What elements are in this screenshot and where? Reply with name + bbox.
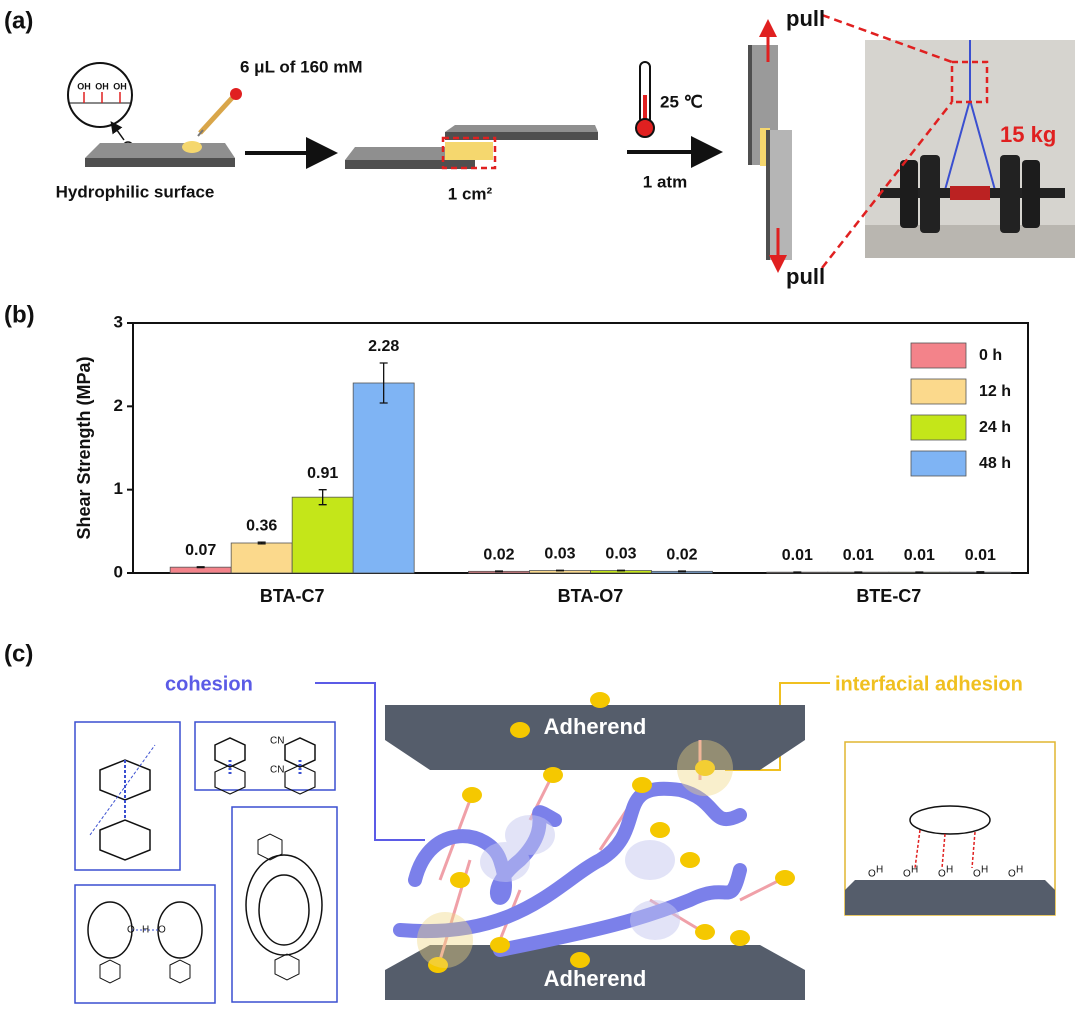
x-tick-label: BTA-O7 <box>558 586 624 606</box>
chem-label: O <box>903 869 911 880</box>
y-tick-label: 0 <box>114 562 123 581</box>
error-bar <box>556 569 564 572</box>
y-axis-title: Shear Strength (MPa) <box>74 356 94 539</box>
chem-label: O <box>973 869 981 880</box>
error-bar <box>318 489 327 506</box>
bar <box>291 496 354 574</box>
error-bar <box>976 571 985 574</box>
chem-label: O <box>1008 869 1016 880</box>
value-label: 0.02 <box>483 546 514 563</box>
temperature-label: 25 ℃ <box>660 92 703 111</box>
legend-swatch <box>910 378 967 405</box>
surface-schematic <box>67 19 792 273</box>
error-bar <box>678 570 686 573</box>
surface-label: Hydrophilic surface <box>56 182 215 201</box>
adhesion-schematic <box>74 682 1056 1004</box>
legend-swatch <box>910 342 967 369</box>
y-tick-label: 3 <box>114 312 123 331</box>
cohesion-label: cohesion <box>165 673 253 695</box>
chem-label: O <box>127 925 135 936</box>
value-label: 0.01 <box>782 547 813 564</box>
value-label: 0.07 <box>185 542 216 559</box>
oh-label: OH <box>113 81 127 91</box>
load-label: 15 kg <box>1000 122 1056 147</box>
legend-swatch <box>910 450 967 477</box>
bar <box>352 382 415 574</box>
y-tick-label: 1 <box>114 479 123 498</box>
error-bar <box>379 362 388 404</box>
pull-label: pull <box>786 264 825 289</box>
pull-label: pull <box>786 6 825 31</box>
legend-label: 48 h <box>979 455 1011 472</box>
adhesion-label: interfacial adhesion <box>835 673 1023 695</box>
value-label: 0.36 <box>246 517 277 534</box>
legend-label: 24 h <box>979 419 1011 436</box>
photo <box>821 13 1075 269</box>
oh-label: OH <box>77 81 91 91</box>
panel-label: (a) <box>4 7 33 34</box>
chem-label: H <box>142 925 149 936</box>
adherend-label: Adherend <box>544 966 647 991</box>
value-label: 2.28 <box>368 338 399 355</box>
oh-label: OH <box>95 81 109 91</box>
chem-label: O <box>868 869 876 880</box>
chem-label: H <box>946 865 953 876</box>
chem-label: CN <box>270 765 284 776</box>
x-tick-label: BTE-C7 <box>856 586 921 606</box>
value-label: 0.03 <box>605 545 636 562</box>
chem-label: H <box>1016 865 1023 876</box>
adherend-label: Adherend <box>544 714 647 739</box>
droplet-label: 6 μL of 160 mM <box>240 57 363 76</box>
chem-label: H <box>911 865 918 876</box>
y-tick-label: 2 <box>114 396 123 415</box>
x-tick-label: BTA-C7 <box>260 586 325 606</box>
legend-label: 0 h <box>979 347 1002 364</box>
pressure-label: 1 atm <box>643 172 687 191</box>
chem-label: O <box>938 869 946 880</box>
area-label: 1 cm² <box>448 184 493 203</box>
legend-label: 12 h <box>979 383 1011 400</box>
chem-label: H <box>981 865 988 876</box>
value-label: 0.91 <box>307 465 338 482</box>
error-bar <box>617 569 625 572</box>
value-label: 0.01 <box>904 547 935 564</box>
error-bar <box>257 541 266 545</box>
value-label: 0.03 <box>544 545 575 562</box>
error-bar <box>495 570 503 573</box>
chem-label: CN <box>270 736 284 747</box>
error-bar <box>196 566 205 569</box>
chem-label: O <box>158 925 166 936</box>
bar <box>230 542 293 574</box>
panel-label: (b) <box>4 301 35 328</box>
value-label: 0.01 <box>843 547 874 564</box>
plot-frame <box>132 322 1029 574</box>
panel-label: (c) <box>4 640 33 667</box>
chem-label: H <box>876 865 883 876</box>
value-label: 0.01 <box>965 547 996 564</box>
bar-chart: 0 1 2 3 Shear Strength (MPa) BTA-C7 0.07 0.36 0.… <box>74 312 1029 606</box>
legend-swatch <box>910 414 967 441</box>
value-label: 0.02 <box>666 546 697 563</box>
